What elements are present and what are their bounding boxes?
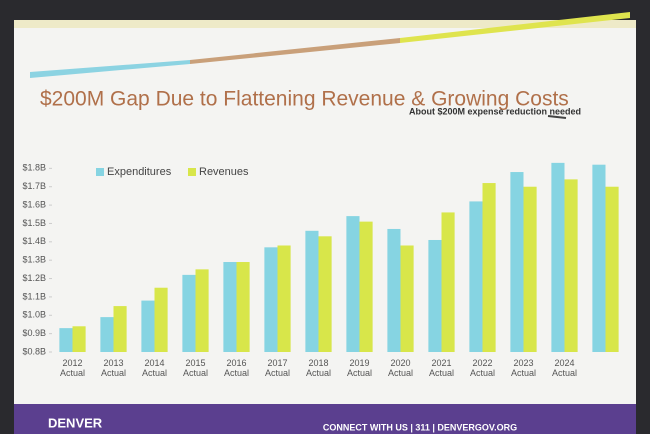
bar: [182, 274, 196, 352]
bar: [154, 287, 168, 352]
x-tick-label: 2017 Actual: [265, 358, 290, 378]
y-tick-label: $1.4B: [22, 236, 46, 246]
y-tick-label: $1.5B: [22, 218, 46, 228]
deco-stripe: [400, 12, 630, 43]
x-tick-label: 2015 Actual: [183, 358, 208, 378]
bar: [236, 262, 250, 352]
deco-stripe: [190, 38, 400, 64]
bar: [264, 247, 278, 352]
x-tick-label: 2012 Actual: [60, 358, 85, 378]
footer-bar: [14, 404, 636, 434]
annotation-arrow: [547, 115, 567, 119]
x-tick-label: 2020 Actual: [388, 358, 413, 378]
y-tick-label: $0.8B: [22, 346, 46, 356]
bar: [564, 179, 578, 352]
bar: [223, 262, 237, 352]
annotation: About $200M expense reduction needed: [409, 106, 581, 116]
bar: [605, 186, 619, 352]
y-tick-label: $1.6B: [22, 199, 46, 209]
bar: [141, 300, 155, 352]
legend-swatch: [188, 168, 196, 176]
bar: [346, 216, 360, 352]
bar: [277, 245, 291, 352]
bar: [195, 269, 209, 352]
bar: [523, 186, 537, 352]
bar: [428, 239, 442, 352]
bar: [59, 328, 73, 352]
footer-brand: DENVER: [48, 415, 103, 430]
x-tick-label: 2019 Actual: [347, 358, 372, 378]
x-tick-label: 2024 Actual: [552, 358, 577, 378]
x-tick-label: 2023 Actual: [511, 358, 536, 378]
deco-stripe: [30, 60, 190, 78]
legend-label: Revenues: [199, 166, 249, 178]
bar: [469, 201, 483, 352]
bar: [100, 317, 114, 352]
x-tick-label: 2022 Actual: [470, 358, 495, 378]
bar: [592, 164, 606, 352]
x-tick-label: 2021 Actual: [429, 358, 454, 378]
y-tick-label: $1.1B: [22, 291, 46, 301]
bar: [359, 221, 373, 352]
y-tick-label: $1.2B: [22, 273, 46, 283]
y-tick-label: $1.7B: [22, 181, 46, 191]
bar: [113, 306, 127, 352]
bar: [441, 212, 455, 352]
bar: [510, 172, 524, 352]
legend-label: Expenditures: [107, 166, 172, 178]
slide-top-band: [14, 20, 636, 28]
bar: [387, 228, 401, 352]
x-tick-label: 2018 Actual: [306, 358, 331, 378]
chart-title: $200M Gap Due to Flattening Revenue & Gr…: [40, 88, 569, 111]
bar: [318, 236, 332, 352]
bar: [551, 162, 565, 352]
y-tick-label: $1.0B: [22, 310, 46, 320]
footer-contact: CONNECT WITH US | 311 | DENVERGOV.ORG: [323, 422, 517, 432]
x-tick-label: 2013 Actual: [101, 358, 126, 378]
y-tick-label: $0.9B: [22, 328, 46, 338]
y-tick-label: $1.3B: [22, 255, 46, 265]
bar: [400, 245, 414, 352]
bar: [482, 183, 496, 352]
bar: [305, 230, 319, 352]
legend-swatch: [96, 168, 104, 176]
y-tick-label: $1.8B: [22, 163, 46, 173]
x-tick-label: 2016 Actual: [224, 358, 249, 378]
x-tick-label: 2014 Actual: [142, 358, 167, 378]
bar: [72, 326, 86, 352]
